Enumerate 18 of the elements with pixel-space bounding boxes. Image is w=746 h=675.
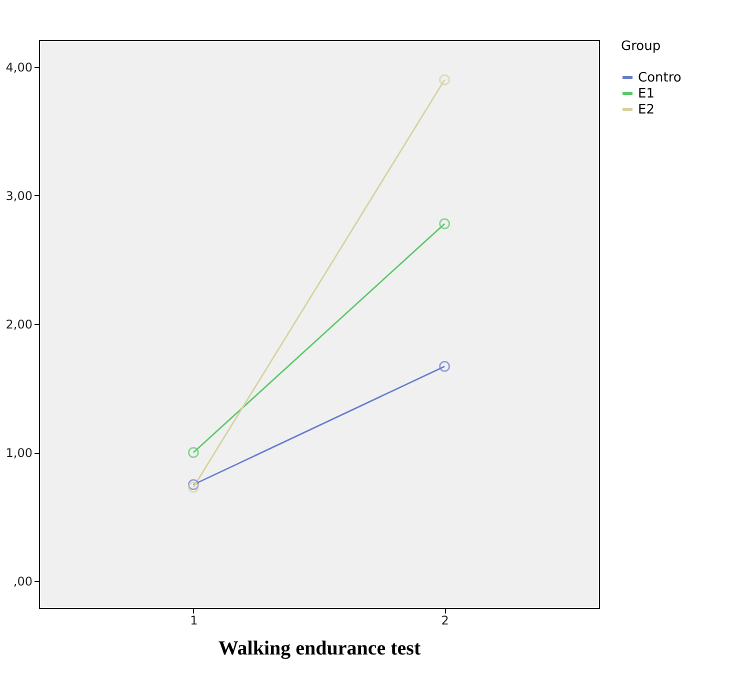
x-tick-label: 1 [190,614,198,628]
point [439,360,450,372]
y-tick-label: 2,00 [6,318,32,332]
point [188,482,199,493]
x-axis-title: Walking endurance test [218,638,421,660]
y-tick-label: 1,00 [6,446,32,460]
y-tick-label: ,00 [13,574,32,589]
legend-label: Contro [638,70,682,86]
legend-label: E1 [638,86,654,102]
legend-label: E2 [638,102,654,118]
x-tick-label: 2 [441,614,449,628]
point [188,447,199,458]
point [188,479,199,490]
y-tick-label: 3,00 [6,188,32,203]
legend-title: Group [621,39,661,54]
point [439,74,450,86]
point [439,218,450,230]
y-tick-label: 4,00 [6,60,32,74]
